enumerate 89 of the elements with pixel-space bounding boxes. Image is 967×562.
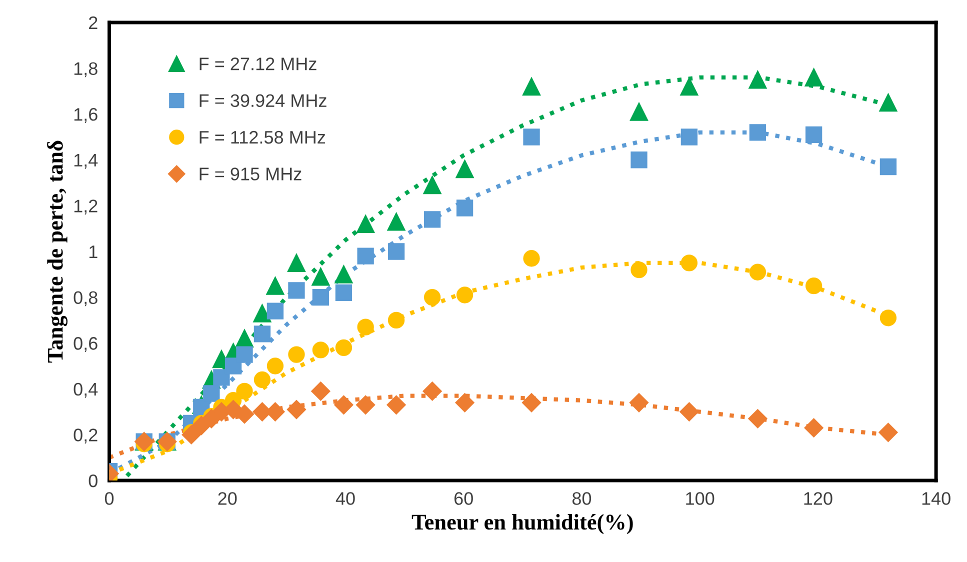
- point: [878, 422, 898, 442]
- point: [266, 276, 284, 295]
- point: [356, 214, 375, 234]
- y-tick-label: 1,4: [74, 154, 98, 169]
- x-axis-title: Teneur en humidité(%): [412, 514, 633, 534]
- point: [424, 211, 441, 228]
- point: [456, 286, 474, 304]
- point: [311, 382, 330, 401]
- point: [879, 94, 898, 112]
- y-tick-label: 0,6: [74, 337, 98, 352]
- point: [748, 409, 768, 428]
- point: [422, 382, 442, 401]
- point: [805, 278, 822, 294]
- point: [254, 326, 271, 342]
- point: [236, 346, 253, 363]
- point: [423, 176, 442, 194]
- point: [236, 382, 253, 400]
- point: [253, 304, 272, 322]
- point: [213, 369, 230, 386]
- point: [335, 284, 352, 302]
- point: [680, 402, 699, 422]
- point: [749, 124, 766, 141]
- point: [424, 288, 441, 306]
- x-tick-label: 20: [218, 492, 237, 505]
- point: [335, 339, 352, 356]
- point: [880, 158, 897, 176]
- point: [286, 400, 306, 420]
- point: [523, 250, 540, 267]
- point: [804, 418, 824, 438]
- point: [805, 126, 822, 144]
- point: [356, 395, 376, 414]
- point: [630, 152, 648, 168]
- point: [388, 243, 405, 260]
- point: [680, 254, 698, 272]
- x-tick-label: 80: [572, 492, 592, 505]
- x-tick-label: 0: [104, 492, 114, 505]
- point: [287, 254, 306, 272]
- legend-label: F = 915 MHz: [200, 168, 302, 180]
- point: [523, 128, 540, 146]
- point: [522, 78, 541, 96]
- point: [334, 395, 354, 414]
- y-tick-label: 0,2: [74, 428, 98, 444]
- point: [357, 248, 374, 264]
- point: [880, 310, 897, 326]
- y-tick-label: 0,4: [74, 382, 98, 398]
- point: [748, 70, 767, 89]
- point: [312, 342, 330, 358]
- y-tick-label: 1,2: [74, 200, 98, 215]
- point: [203, 385, 220, 402]
- point: [456, 160, 474, 178]
- x-tick-label: 100: [686, 492, 714, 505]
- point: [680, 128, 698, 146]
- legend-label: F = 112.58 MHz: [200, 130, 326, 144]
- y-tick-label: 1: [89, 246, 98, 258]
- point: [312, 288, 330, 306]
- point: [266, 358, 284, 374]
- point: [266, 302, 284, 320]
- point: [630, 102, 648, 121]
- point: [334, 265, 353, 284]
- x-tick-label: 140: [922, 492, 950, 505]
- point: [312, 268, 330, 286]
- point: [182, 425, 201, 444]
- y-tick-label: 1,8: [74, 62, 98, 78]
- point: [680, 78, 698, 96]
- point: [288, 282, 305, 299]
- legend-label: F = 27.12 MHz: [200, 58, 316, 70]
- y-tick-label: 2: [89, 16, 98, 30]
- x-tick-label: 120: [804, 492, 832, 505]
- point: [288, 346, 305, 363]
- y-tick-label: 1,6: [74, 108, 98, 123]
- point: [254, 371, 271, 388]
- point: [629, 393, 649, 412]
- point: [224, 358, 242, 374]
- point: [630, 261, 648, 278]
- point: [455, 393, 474, 412]
- y-tick-label: 0,8: [74, 291, 98, 306]
- x-tick-label: 60: [454, 492, 473, 505]
- legend-label: F = 39.924 MHz: [200, 94, 326, 108]
- x-tick-label: 40: [336, 492, 355, 505]
- point: [456, 200, 474, 216]
- y-tick-label: 0: [88, 474, 98, 488]
- point: [804, 68, 823, 86]
- y-axis-title: Tangente de perte, tanδ: [47, 140, 68, 363]
- point: [387, 212, 406, 231]
- point: [357, 318, 374, 336]
- point: [749, 264, 766, 280]
- point: [522, 393, 542, 412]
- point: [388, 312, 405, 329]
- point: [386, 395, 406, 414]
